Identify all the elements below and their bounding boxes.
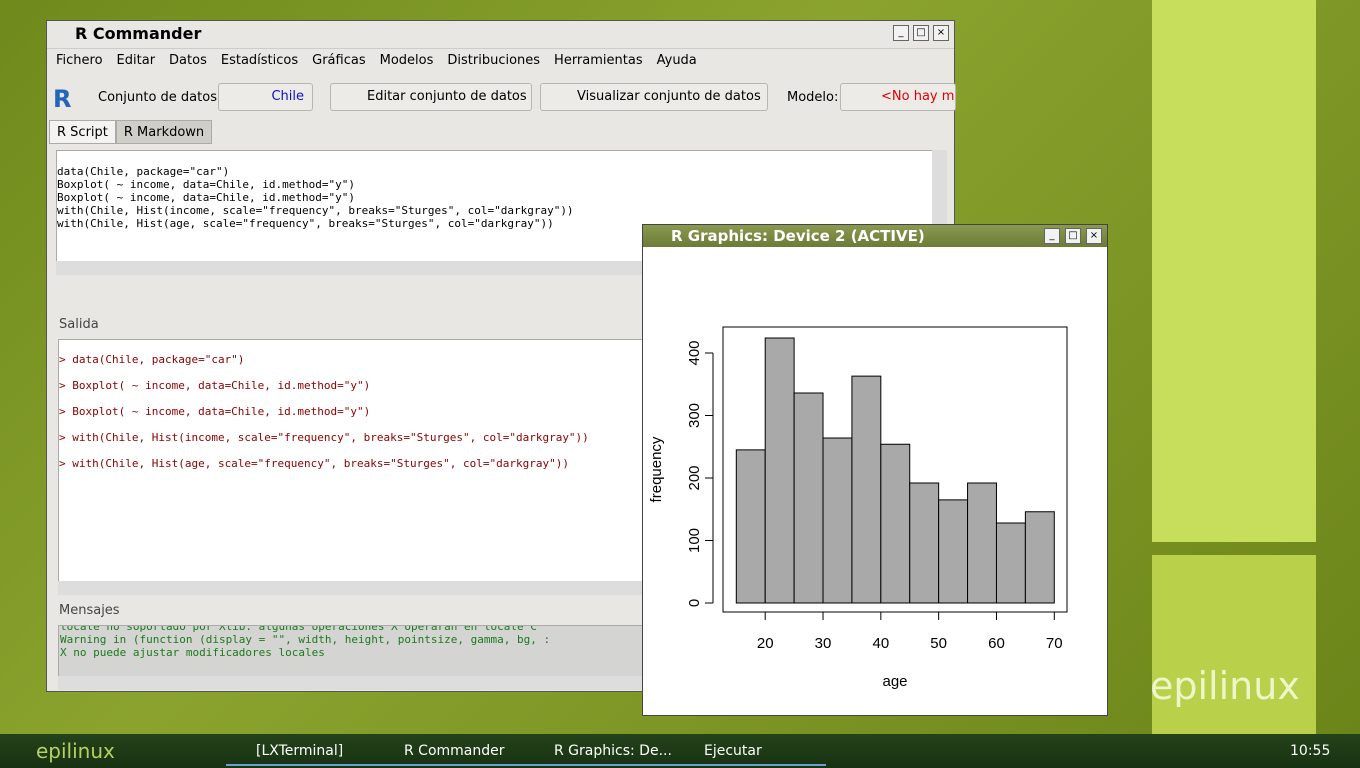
output-line: > Boxplot( ~ income, data=Chile, id.meth… xyxy=(59,405,371,418)
bar xyxy=(764,337,795,604)
y-tick-label: 300 xyxy=(686,403,703,428)
title: R Graphics: Device 2 (ACTIVE) xyxy=(671,227,925,245)
clock: 10:55 xyxy=(1290,743,1331,759)
message-line: X no puede ajustar modificadores locales xyxy=(60,646,325,659)
histogram: 20 30 40 50 60 70 0 100 200 300 400 age frequency xyxy=(648,326,1068,690)
title: R Commander xyxy=(75,24,202,43)
bar xyxy=(735,449,766,604)
close[interactable]: × xyxy=(933,25,949,41)
task-item[interactable]: R Graphics: De... xyxy=(526,736,676,766)
output-line: > with(Chile, Hist(income, scale="freque… xyxy=(59,431,589,444)
y-tick-label: 400 xyxy=(686,340,703,365)
taskbar: epilinux [LXTerminal] R Commander R Graphi… xyxy=(0,734,1360,768)
x-tick-label: 60 xyxy=(988,635,1005,652)
menu-item[interactable]: Datos xyxy=(169,53,207,68)
message-line: Warning in (function (display = "", widt… xyxy=(60,633,551,646)
x-tick-label: 30 xyxy=(815,635,832,652)
code-line: Boxplot( ~ income, data=Chile, id.method… xyxy=(57,191,356,204)
maximize[interactable]: □ xyxy=(913,25,929,41)
task-item[interactable]: R Commander xyxy=(376,736,526,766)
minimize[interactable]: _ xyxy=(1044,228,1060,244)
bar xyxy=(851,375,882,604)
menu-item[interactable]: Modelos xyxy=(379,53,434,68)
x-axis-label: age xyxy=(882,673,907,690)
title-bar xyxy=(643,225,1107,247)
close[interactable]: × xyxy=(1086,228,1102,244)
y-tick-label: 100 xyxy=(686,528,703,553)
code-line: with(Chile, Hist(income, scale="frequenc… xyxy=(57,204,574,217)
dataset-button[interactable]: Chile xyxy=(218,83,313,111)
minimize[interactable]: _ xyxy=(893,25,909,41)
menu-item[interactable]: Herramientas xyxy=(554,53,643,68)
output-label: Salida xyxy=(59,317,99,332)
side-panel-lower xyxy=(1152,555,1316,735)
code-line: Boxplot( ~ income, data=Chile, id.method… xyxy=(57,178,356,191)
menu-item[interactable]: Estadísticos xyxy=(220,53,299,68)
task-item[interactable]: Ejecutar xyxy=(676,736,826,766)
bar xyxy=(938,499,969,604)
edit-button[interactable]: Editar conjunto de datos xyxy=(330,83,532,111)
side-panel xyxy=(1152,0,1316,542)
bar xyxy=(1024,511,1055,604)
bar xyxy=(909,482,940,604)
tabs: R Script R Markdown xyxy=(49,120,349,144)
output-line: > with(Chile, Hist(age, scale="frequency… xyxy=(59,457,569,470)
x-tick-label: 40 xyxy=(872,635,889,652)
y-axis-label: frequency xyxy=(648,436,665,502)
tab[interactable]: R Script xyxy=(49,120,116,144)
task-item[interactable]: [LXTerminal] xyxy=(226,736,376,766)
menu-item[interactable]: Gráficas xyxy=(312,53,366,68)
code-line: with(Chile, Hist(age, scale="frequency",… xyxy=(57,217,554,230)
menu-item[interactable]: Ayuda xyxy=(656,53,697,68)
y-tick-label: 200 xyxy=(686,465,703,490)
view-button[interactable]: Visualizar conjunto de datos xyxy=(540,83,768,111)
graphics-window: R Graphics: Device 2 (ACTIVE) _ □ × 20 30… xyxy=(642,224,1108,716)
taskbar-logo[interactable]: epilinux xyxy=(36,739,115,763)
model-button[interactable]: <No hay mo xyxy=(840,83,956,111)
bar xyxy=(967,482,997,604)
brand: epilinux xyxy=(1150,664,1300,708)
menu-bar: Fichero Editar Datos Estadísticos Gráficas Mo… xyxy=(47,48,954,72)
model-label: Modelo: xyxy=(787,90,839,105)
output-line: > Boxplot( ~ income, data=Chile, id.meth… xyxy=(59,379,371,392)
menu-item[interactable]: Distribuciones xyxy=(447,53,541,68)
maximize[interactable]: □ xyxy=(1065,228,1081,244)
x-tick-label: 20 xyxy=(757,635,774,652)
bar xyxy=(822,437,853,604)
code-line: data(Chile, package="car") xyxy=(57,165,230,178)
bar xyxy=(880,443,911,604)
menu-item[interactable]: Editar xyxy=(116,53,156,68)
r-logo: R xyxy=(53,85,72,113)
dataset-label: Conjunto de datos: xyxy=(98,90,222,105)
output-line: > data(Chile, package="car") xyxy=(59,353,245,366)
y-tick-label: 0 xyxy=(686,599,703,607)
x-tick-label: 50 xyxy=(930,635,947,652)
messages-label: Mensajes xyxy=(59,603,120,618)
menu-item[interactable]: Fichero xyxy=(56,53,103,68)
bar xyxy=(793,392,824,604)
message-line: locale no soportado por Xlib: algunas op… xyxy=(60,625,537,633)
x-tick-label: 70 xyxy=(1046,635,1063,652)
tab[interactable]: R Markdown xyxy=(115,120,213,144)
bar xyxy=(995,522,1026,604)
